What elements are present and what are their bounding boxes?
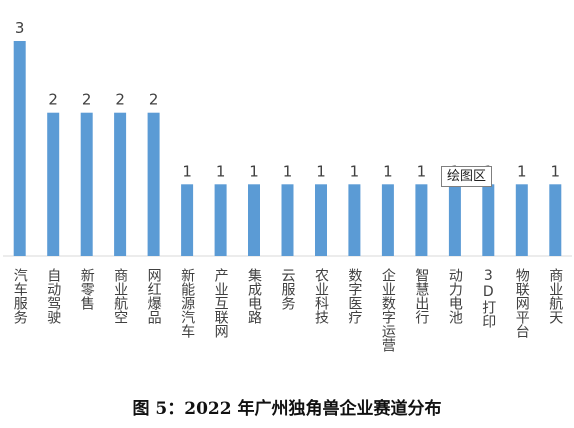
value-label-6: 1: [216, 162, 226, 180]
bars-group: [13, 41, 562, 256]
value-label-0: 3: [15, 19, 25, 37]
bar-16: [549, 184, 562, 256]
bar-5: [181, 184, 194, 256]
category-label-13: 动力电池: [447, 268, 463, 324]
value-labels-group: 32222111111111111: [15, 19, 560, 180]
category-label-3: 商业航空: [112, 268, 128, 324]
bar-15: [515, 184, 528, 256]
bar-14: [482, 184, 495, 256]
bar-13: [448, 184, 461, 256]
value-label-12: 1: [417, 162, 427, 180]
value-label-16: 1: [551, 162, 561, 180]
category-label-5: 新能源汽车: [179, 268, 195, 338]
bar-0: [13, 41, 26, 256]
category-label-10: 数字医疗: [346, 268, 362, 324]
value-label-3: 2: [115, 91, 125, 109]
value-label-9: 1: [316, 162, 326, 180]
category-label-1: 自动驾驶: [45, 268, 61, 324]
category-label-7: 集成电路: [246, 267, 262, 324]
bar-10: [348, 184, 361, 256]
bar-1: [47, 112, 60, 256]
category-label-8: 云服务: [280, 268, 296, 310]
category-label-11: 企业数字运营: [380, 267, 396, 352]
figure-caption: 图 5：2022 年广州独角兽企业赛道分布: [132, 399, 442, 419]
category-label-6: 产业互联网: [213, 268, 229, 339]
value-label-11: 1: [383, 162, 393, 180]
category-label-9: 农业科技: [313, 268, 329, 325]
bar-7: [248, 184, 260, 256]
value-label-2: 2: [82, 91, 92, 109]
category-label-15: 物联网平台: [514, 268, 530, 338]
bar-3: [114, 112, 127, 256]
category-label-14: 3D打印: [480, 268, 496, 328]
bar-9: [315, 184, 327, 256]
category-labels-group: 汽车服务 自动驾驶 新零售 商业航空 网红爆品 新能源汽车 产业互联网 集成电路 云服务 农业科技…: [12, 267, 564, 352]
bar-2: [80, 112, 93, 256]
value-label-15: 1: [517, 162, 527, 180]
value-label-4: 2: [149, 91, 159, 109]
category-label-4: 网红爆品: [146, 268, 162, 324]
bar-4: [147, 112, 160, 256]
category-label-12: 智慧出行: [413, 268, 429, 325]
value-label-5: 1: [182, 162, 192, 180]
category-label-2: 新零售: [79, 268, 95, 310]
value-label-1: 2: [48, 91, 58, 109]
category-label-0: 汽车服务: [12, 268, 28, 324]
plot-area-tooltip: 绘图区: [441, 166, 493, 187]
bar-8: [281, 184, 294, 256]
bar-6: [214, 184, 227, 256]
value-label-10: 1: [350, 162, 360, 180]
bar-12: [415, 184, 428, 256]
value-label-8: 1: [283, 162, 293, 180]
category-label-16: 商业航天: [547, 268, 563, 324]
value-label-7: 1: [249, 162, 259, 180]
bar-11: [381, 184, 394, 256]
